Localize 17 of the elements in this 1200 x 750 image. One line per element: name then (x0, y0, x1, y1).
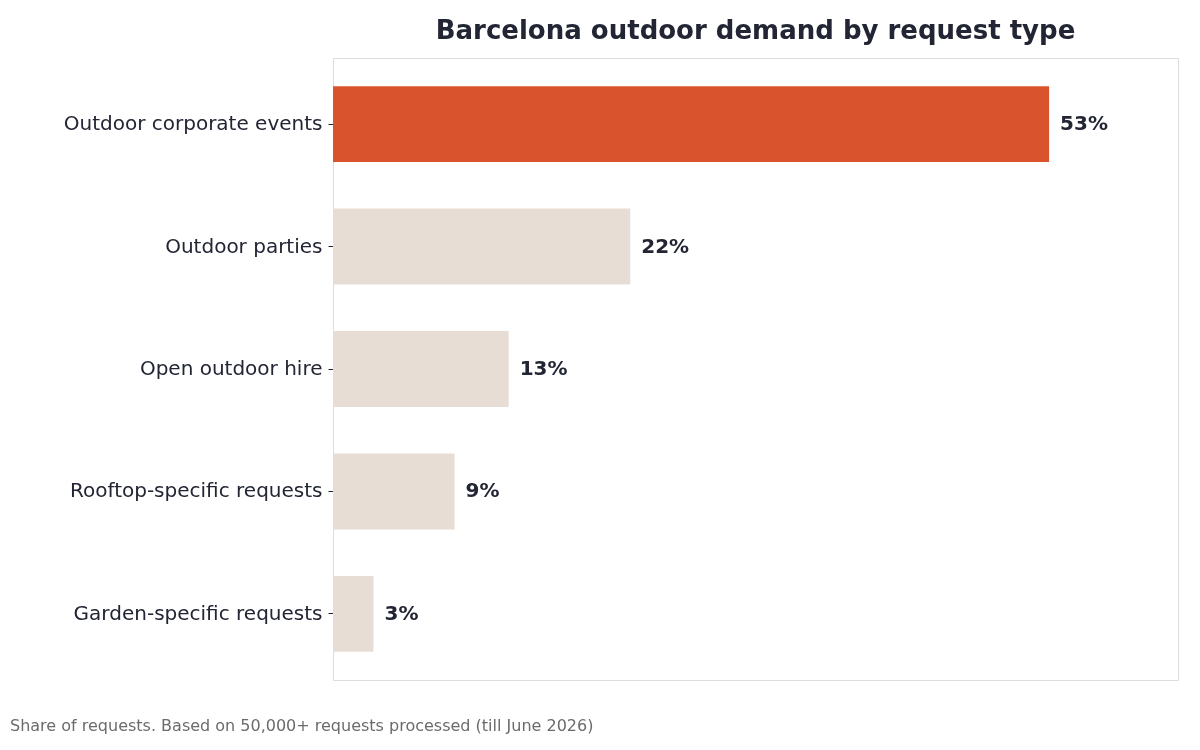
y-tick-label: Garden-specific requests (73, 600, 323, 625)
bar (333, 575, 374, 652)
data-label: 9% (465, 478, 500, 503)
y-tick-label: Rooftop-specific requests (69, 478, 323, 503)
bar (333, 331, 509, 407)
data-label: 22% (641, 233, 690, 258)
data-label: 3% (384, 600, 419, 625)
text: Share of requests. Based on 50,000+ requests processed (till June 2026) (10, 716, 594, 735)
chart-title: Barcelona outdoor demand by request type (435, 15, 1076, 45)
y-tick-label: Outdoor parties (165, 233, 323, 258)
bar (333, 208, 631, 285)
bar (333, 453, 455, 530)
y-tick-label: Open outdoor hire (139, 356, 323, 380)
bar (333, 86, 1050, 163)
data-label: 13% (519, 356, 568, 380)
y-tick-label: Outdoor corporate events (63, 111, 323, 136)
data-label: 53% (1060, 111, 1108, 136)
